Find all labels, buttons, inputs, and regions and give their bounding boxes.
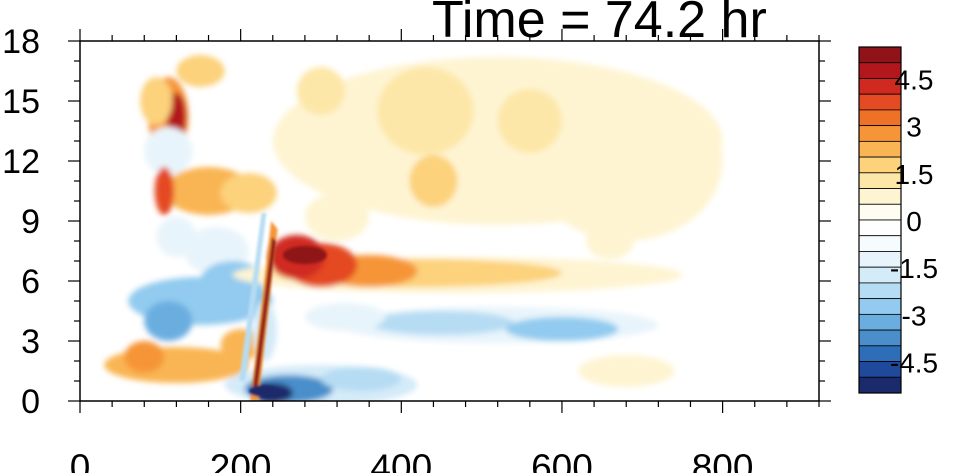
y-tick-label: 6 — [21, 263, 40, 301]
field-blob — [220, 173, 277, 213]
y-tick-label: 9 — [21, 203, 40, 241]
colorbar-label: 0 — [906, 206, 922, 237]
field-blob — [586, 223, 635, 259]
field-blob — [296, 67, 346, 115]
field-blob — [154, 167, 174, 215]
field-blob — [140, 77, 173, 125]
y-tick-label: 12 — [2, 143, 40, 181]
x-tick-label: 800 — [692, 447, 754, 473]
colorbar-label: -4.5 — [890, 348, 938, 379]
colorbar-swatch — [858, 298, 902, 315]
field-blob — [156, 217, 197, 257]
colorbar-swatch — [858, 46, 902, 64]
colorbar-label: 3 — [906, 112, 922, 143]
colorbar-swatch — [858, 125, 902, 142]
field-blob — [124, 341, 165, 373]
colorbar-swatch — [858, 140, 902, 158]
colorbar-swatch — [858, 313, 902, 331]
colorbar-swatch — [858, 188, 902, 205]
y-tick-label: 15 — [2, 83, 40, 121]
colorbar-label: 1.5 — [895, 159, 934, 190]
field-blob — [369, 311, 514, 335]
colorbar-swatch — [858, 235, 902, 252]
x-tick-label: 400 — [370, 447, 432, 473]
y-tick-label: 0 — [21, 383, 40, 421]
field-blob — [505, 317, 619, 341]
field-blob — [304, 303, 386, 331]
x-tick-label: 600 — [531, 447, 593, 473]
field-blob — [176, 55, 225, 87]
field-blob — [409, 155, 458, 207]
field-blob — [529, 81, 723, 241]
colorbar-swatch — [858, 282, 902, 300]
field-blob — [578, 355, 675, 387]
colorbar-label: -1.5 — [890, 253, 938, 284]
x-tick-label: 200 — [210, 447, 272, 473]
y-tick-label: 18 — [2, 23, 40, 61]
y-tick-label: 3 — [21, 323, 40, 361]
colorbar-label: 4.5 — [895, 64, 934, 95]
field-blob — [377, 67, 474, 155]
colorbar-swatch — [858, 219, 902, 237]
x-tick-label: 0 — [70, 447, 91, 473]
field-blob — [320, 367, 402, 391]
plot-axes: 0 200 400 600 800 0 3 6 9 12 15 18 — [2, 23, 831, 473]
field-blob — [497, 89, 562, 153]
heatmap-field — [80, 41, 819, 401]
cold-core — [249, 385, 278, 397]
warm-ridge-core — [252, 237, 276, 389]
field-blob — [304, 193, 370, 241]
colorbar-label: -3 — [902, 300, 927, 331]
field-blob — [144, 301, 193, 341]
colorbar-swatch — [858, 329, 902, 347]
colorbar-swatch — [858, 203, 902, 221]
colorbar-swatch — [858, 376, 902, 394]
colorbar-swatch — [858, 109, 902, 127]
colorbar: 4.5 3 1.5 0 -1.5 -3 -4.5 — [858, 46, 938, 394]
colorbar-swatch — [858, 93, 902, 111]
colorbar-frame — [858, 46, 902, 394]
warm-core — [282, 246, 327, 264]
field-blob — [144, 127, 193, 175]
cold-ridge — [239, 213, 267, 381]
